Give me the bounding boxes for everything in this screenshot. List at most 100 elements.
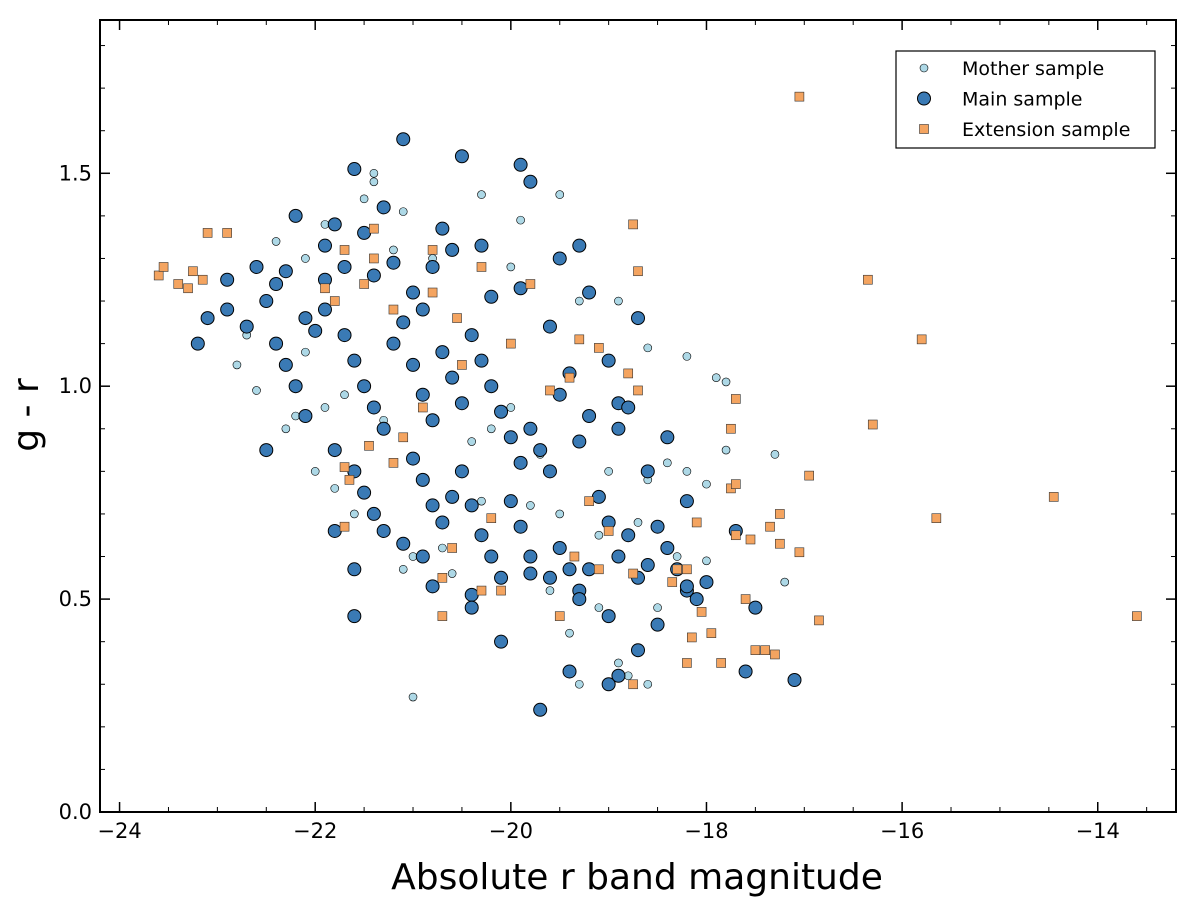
data-point xyxy=(672,552,682,561)
data-point xyxy=(621,528,636,543)
data-point xyxy=(369,177,379,187)
data-point xyxy=(232,360,242,370)
data-point xyxy=(731,479,741,489)
data-point xyxy=(653,603,662,612)
legend-marker xyxy=(919,124,929,134)
x-tick-label: −20 xyxy=(489,819,533,843)
data-point xyxy=(415,472,430,487)
data-point xyxy=(464,498,479,513)
plot-frame xyxy=(99,19,1177,813)
data-point xyxy=(158,262,169,272)
data-point xyxy=(552,251,567,266)
data-point xyxy=(347,609,362,624)
data-point xyxy=(516,215,525,225)
y-tick-label: 0.0 xyxy=(59,800,92,824)
data-point xyxy=(513,455,528,470)
data-point xyxy=(376,421,391,436)
data-point xyxy=(435,221,450,236)
data-point xyxy=(278,264,293,279)
data-point xyxy=(545,385,555,396)
x-tick-label: −14 xyxy=(1076,819,1120,843)
data-point xyxy=(513,519,528,534)
data-point xyxy=(454,464,469,479)
data-point xyxy=(339,521,350,532)
data-point xyxy=(406,285,421,300)
data-point xyxy=(575,296,584,306)
data-point xyxy=(406,357,421,372)
data-point xyxy=(569,551,580,562)
data-point xyxy=(582,409,597,423)
data-point xyxy=(738,664,753,679)
data-point xyxy=(435,345,450,360)
data-point xyxy=(259,294,274,309)
data-point xyxy=(633,266,643,277)
data-point xyxy=(740,594,751,604)
data-point xyxy=(464,600,479,615)
data-point xyxy=(555,190,565,199)
legend: Mother sample Main sample Extension sample xyxy=(895,50,1156,149)
data-point xyxy=(601,677,616,692)
data-point xyxy=(415,549,430,564)
data-point xyxy=(398,564,408,574)
data-point xyxy=(369,253,379,264)
data-point xyxy=(526,501,535,510)
data-point xyxy=(494,570,509,585)
y-tick-label: 1.0 xyxy=(59,374,92,398)
data-point xyxy=(425,259,440,274)
y-tick-label: 0.5 xyxy=(59,587,92,611)
data-point xyxy=(386,255,401,270)
data-point xyxy=(386,336,401,351)
data-point xyxy=(679,579,694,594)
data-point xyxy=(721,377,731,387)
data-point xyxy=(523,421,538,436)
data-point xyxy=(366,506,381,521)
data-point xyxy=(745,534,756,545)
data-point xyxy=(415,387,430,402)
data-point xyxy=(445,242,460,257)
data-point xyxy=(474,238,489,253)
data-point xyxy=(317,302,332,317)
data-point xyxy=(775,538,785,549)
data-point xyxy=(484,289,499,304)
data-point xyxy=(301,347,310,357)
data-point xyxy=(554,611,565,621)
data-point xyxy=(454,149,469,164)
legend-marker xyxy=(917,91,931,106)
data-point xyxy=(503,430,518,445)
data-point xyxy=(173,279,184,289)
data-point xyxy=(533,702,548,717)
axes: −24 −22 −20 −18 −16 −14 0.0 0.5 1.0 1.5 xyxy=(59,19,1177,843)
data-point xyxy=(565,628,574,638)
data-point xyxy=(347,353,362,368)
data-point xyxy=(337,259,352,274)
data-point xyxy=(614,296,623,306)
legend-label: Main sample xyxy=(962,89,1082,111)
data-point xyxy=(357,379,372,394)
data-point xyxy=(643,679,653,689)
data-point xyxy=(252,386,261,395)
data-point xyxy=(689,592,704,607)
data-point xyxy=(357,225,372,240)
data-point xyxy=(699,575,714,590)
data-point xyxy=(750,645,761,655)
data-point xyxy=(398,432,409,443)
data-point xyxy=(706,628,717,638)
data-point xyxy=(447,569,457,578)
data-point xyxy=(672,564,682,575)
data-point xyxy=(281,424,291,434)
data-point xyxy=(447,543,457,553)
data-point xyxy=(369,223,379,234)
data-point xyxy=(594,603,604,612)
data-point xyxy=(814,615,824,626)
data-point xyxy=(513,157,528,172)
data-point xyxy=(320,403,330,412)
data-point xyxy=(523,566,538,581)
data-marks xyxy=(153,91,1142,717)
data-point xyxy=(220,272,235,287)
data-point xyxy=(594,564,604,575)
data-point xyxy=(582,562,597,577)
x-axis-label: Absolute r band magnitude xyxy=(391,857,883,898)
x-tick-label: −18 xyxy=(684,819,728,843)
data-point xyxy=(327,217,342,232)
data-point xyxy=(506,262,516,272)
